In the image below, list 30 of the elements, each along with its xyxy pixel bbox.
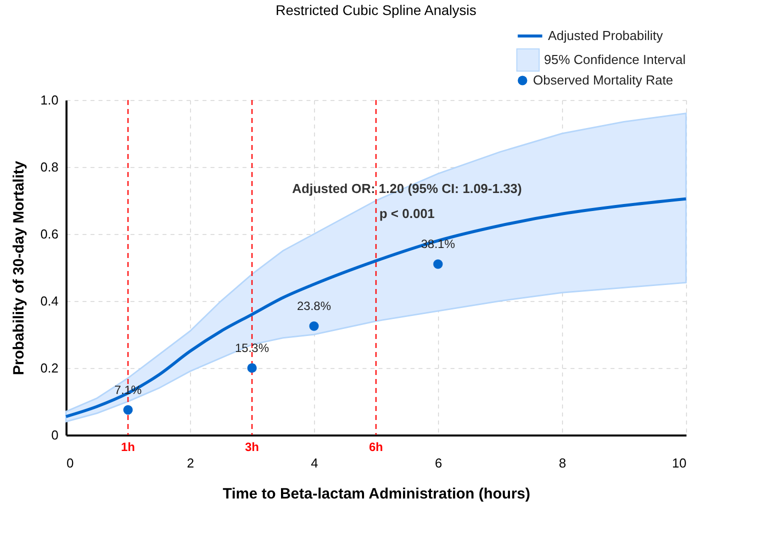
x-tick-label: 6 xyxy=(434,456,442,470)
y-tick-label: 0 xyxy=(51,428,58,442)
y-axis-title: Probability of 30-day Mortality xyxy=(10,160,28,376)
chart-title: Restricted Cubic Spline Analysis xyxy=(276,2,476,18)
y-tick-label: 0.4 xyxy=(40,294,58,308)
legend-label: Adjusted Probability xyxy=(548,28,664,43)
point xyxy=(433,259,443,269)
x-axis-title: Time to Beta-lactam Administration (hours) xyxy=(222,486,530,502)
line-series xyxy=(64,197,688,418)
ref-line-label: 1h xyxy=(120,440,136,454)
annotation: Adjusted OR: 1.20 (95% CI: 1.09-1.33) xyxy=(292,180,522,196)
y-tick-label: 0.8 xyxy=(40,160,58,174)
x-tick-label: 4 xyxy=(310,456,318,470)
ref-line-label: 3h xyxy=(244,440,260,454)
annotation: 15.3% xyxy=(234,341,270,355)
x-tick-label: 2 xyxy=(186,456,194,470)
x-tick-label: 0 xyxy=(66,456,74,470)
point xyxy=(309,321,319,331)
x-tick-label: 8 xyxy=(558,456,566,470)
annotation: 23.8% xyxy=(296,299,332,314)
y-tick-label: 1.0 xyxy=(40,92,58,108)
annotation: p < 0.001 xyxy=(379,206,435,221)
legend-label: Observed Mortality Rate xyxy=(533,72,674,88)
point xyxy=(247,363,257,373)
y-tick-label: 0.2 xyxy=(40,360,58,376)
ref-line-label: 6h xyxy=(368,440,384,454)
point xyxy=(123,405,133,415)
y-tick-label: 0.6 xyxy=(40,226,58,242)
legend-label: 95% Confidence Interval xyxy=(544,52,686,67)
x-tick-label: 10 xyxy=(672,456,686,470)
